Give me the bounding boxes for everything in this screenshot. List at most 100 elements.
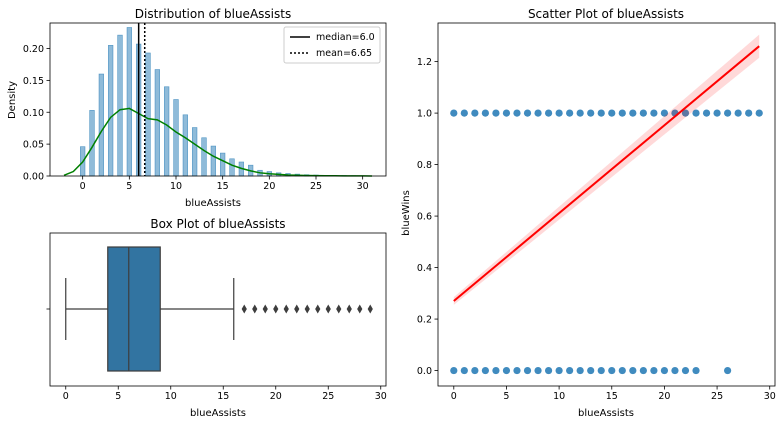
scatter-point xyxy=(566,366,574,375)
scatter-point xyxy=(555,109,563,117)
y-tick-label: 0.10 xyxy=(23,108,44,119)
x-tick-label: 25 xyxy=(322,391,334,402)
boxplot-frame xyxy=(49,232,387,387)
legend-median-label: median=6.0 xyxy=(316,32,375,43)
outlier-point xyxy=(336,304,342,314)
scatter-point xyxy=(702,109,711,117)
scatter-point xyxy=(481,366,489,375)
scatter-point xyxy=(460,366,468,375)
outlier-point xyxy=(294,304,300,314)
histogram-bar xyxy=(98,73,104,177)
scatter-point xyxy=(471,109,479,117)
scatter-point xyxy=(734,109,742,117)
scatter-point xyxy=(587,109,595,117)
outlier-point xyxy=(241,304,247,314)
outlier-point xyxy=(315,304,321,314)
histogram-legend: median=6.0 mean=6.65 xyxy=(283,26,381,64)
histogram-plot-area: 0 5 10 15 20 25 30 0.00 0.05 0.10 0.15 0.20 xyxy=(23,22,387,192)
scatter-point xyxy=(660,366,669,375)
scatter-point xyxy=(481,109,489,117)
scatter-plot-area: 0 5 10 15 20 25 30 0.0 0.2 0.4 0.6 0.8 1.0 1.2 xyxy=(417,22,776,402)
y-tick-label: 0.4 xyxy=(417,263,432,274)
scatter-point xyxy=(629,109,637,117)
scatter-ylabel: blueWins xyxy=(401,190,412,236)
outlier-point xyxy=(273,304,279,314)
scatter-point xyxy=(450,109,458,117)
scatter-point xyxy=(513,366,521,375)
histogram-frame xyxy=(49,22,387,177)
x-tick-label: 20 xyxy=(658,391,670,402)
scatter-point xyxy=(513,109,521,117)
histogram-bar xyxy=(192,127,198,177)
x-tick-label: 10 xyxy=(165,391,177,402)
x-tick-label: 25 xyxy=(711,391,723,402)
scatter-point xyxy=(534,366,542,375)
x-tick-label: 15 xyxy=(606,391,618,402)
scatter-point xyxy=(639,109,647,117)
boxplot-xlabel: blueAssists xyxy=(190,408,246,419)
x-tick-label: 30 xyxy=(764,391,776,402)
boxplot-plot-area: 0 5 10 15 20 25 30 xyxy=(46,232,387,402)
outlier-point xyxy=(304,304,310,314)
scatter-point xyxy=(650,366,658,375)
histogram-bar xyxy=(229,158,235,177)
scatter-point xyxy=(629,366,637,375)
histogram-bar xyxy=(145,52,151,177)
x-tick-label: 25 xyxy=(310,181,322,192)
histogram-bar xyxy=(108,45,114,177)
x-tick-label: 15 xyxy=(217,181,229,192)
scatter-frame xyxy=(437,22,776,387)
scatter-point xyxy=(671,366,679,375)
scatter-point xyxy=(724,366,732,375)
scatter-point xyxy=(587,366,595,375)
histogram-ylabel: Density xyxy=(7,81,18,119)
iqr-box xyxy=(107,246,161,372)
scatter-panel: Scatter Plot of blueAssists blueAssists … xyxy=(401,7,776,419)
histogram-title: Distribution of blueAssists xyxy=(135,7,291,21)
histogram-bar xyxy=(220,152,226,177)
x-tick-label: 20 xyxy=(263,181,275,192)
y-tick-label: 0.8 xyxy=(417,160,432,171)
x-tick-label: 10 xyxy=(553,391,565,402)
scatter-point xyxy=(650,109,658,117)
x-tick-label: 0 xyxy=(451,391,457,402)
histogram-bar xyxy=(164,86,170,177)
scatter-point xyxy=(576,109,584,117)
scatter-point xyxy=(618,366,626,375)
scatter-point xyxy=(660,109,669,117)
scatter-point xyxy=(576,366,584,375)
outlier-point xyxy=(367,304,373,314)
scatter-title: Scatter Plot of blueAssists xyxy=(528,7,684,21)
histogram-bar xyxy=(154,69,160,177)
scatter-point xyxy=(745,109,753,117)
scatter-point xyxy=(502,366,511,375)
scatter-point xyxy=(681,109,690,117)
scatter-point xyxy=(523,366,532,375)
y-tick-label: 0.0 xyxy=(417,366,432,377)
y-tick-label: 0.20 xyxy=(23,44,44,55)
x-tick-label: 5 xyxy=(503,391,509,402)
histogram-bar xyxy=(117,34,123,177)
y-tick-label: 0.00 xyxy=(23,172,44,183)
x-tick-label: 30 xyxy=(357,181,369,192)
scatter-point xyxy=(597,109,605,117)
boxplot-panel: Box Plot of blueAssists blueAssists 0 5 10… xyxy=(46,217,387,419)
scatter-point xyxy=(608,109,616,117)
x-tick-label: 15 xyxy=(217,391,229,402)
scatter-point xyxy=(471,366,479,375)
histogram-bar xyxy=(126,27,132,177)
scatter-point xyxy=(523,109,532,117)
scatter-point xyxy=(724,109,732,117)
outlier-point xyxy=(262,304,268,314)
legend-box xyxy=(283,26,381,64)
scatter-xlabel: blueAssists xyxy=(578,408,634,419)
x-tick-label: 0 xyxy=(80,181,86,192)
x-tick-label: 10 xyxy=(170,181,182,192)
y-tick-label: 0.2 xyxy=(417,315,432,326)
scatter-point xyxy=(492,109,500,117)
regression-line xyxy=(453,45,760,302)
scatter-point xyxy=(618,109,626,117)
outlier-point xyxy=(252,304,258,314)
scatter-point xyxy=(544,109,553,117)
